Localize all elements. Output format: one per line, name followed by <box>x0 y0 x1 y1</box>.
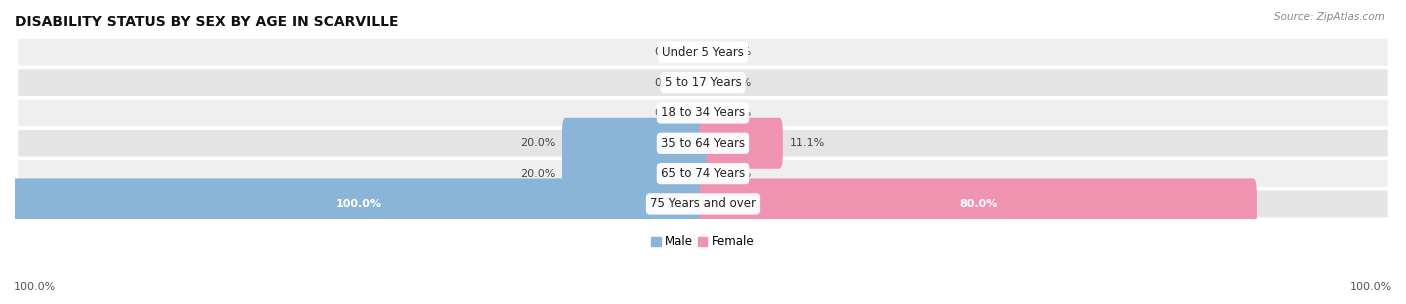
FancyBboxPatch shape <box>18 39 1388 66</box>
FancyBboxPatch shape <box>700 178 1257 230</box>
Text: Source: ZipAtlas.com: Source: ZipAtlas.com <box>1274 12 1385 22</box>
Text: 11.1%: 11.1% <box>790 138 825 148</box>
Text: 65 to 74 Years: 65 to 74 Years <box>661 167 745 180</box>
Legend: Male, Female: Male, Female <box>647 231 759 253</box>
Text: 0.0%: 0.0% <box>654 47 682 57</box>
FancyBboxPatch shape <box>11 178 706 230</box>
Text: 100.0%: 100.0% <box>1350 282 1392 292</box>
FancyBboxPatch shape <box>18 130 1388 157</box>
FancyBboxPatch shape <box>700 118 783 169</box>
Text: 5 to 17 Years: 5 to 17 Years <box>665 76 741 89</box>
FancyBboxPatch shape <box>18 191 1388 217</box>
FancyBboxPatch shape <box>18 160 1388 187</box>
FancyBboxPatch shape <box>562 118 706 169</box>
Text: 100.0%: 100.0% <box>336 199 382 209</box>
Text: Under 5 Years: Under 5 Years <box>662 46 744 59</box>
Text: 20.0%: 20.0% <box>520 138 555 148</box>
Text: 0.0%: 0.0% <box>724 108 752 118</box>
Text: DISABILITY STATUS BY SEX BY AGE IN SCARVILLE: DISABILITY STATUS BY SEX BY AGE IN SCARV… <box>15 15 398 29</box>
Text: 0.0%: 0.0% <box>654 78 682 88</box>
Text: 75 Years and over: 75 Years and over <box>650 197 756 210</box>
Text: 80.0%: 80.0% <box>959 199 997 209</box>
Text: 0.0%: 0.0% <box>724 169 752 178</box>
FancyBboxPatch shape <box>18 69 1388 96</box>
FancyBboxPatch shape <box>18 100 1388 126</box>
Text: 0.0%: 0.0% <box>724 78 752 88</box>
Text: 18 to 34 Years: 18 to 34 Years <box>661 106 745 119</box>
Text: 0.0%: 0.0% <box>654 108 682 118</box>
FancyBboxPatch shape <box>562 148 706 199</box>
Text: 0.0%: 0.0% <box>724 47 752 57</box>
Text: 100.0%: 100.0% <box>14 282 56 292</box>
Text: 35 to 64 Years: 35 to 64 Years <box>661 137 745 150</box>
Text: 20.0%: 20.0% <box>520 169 555 178</box>
